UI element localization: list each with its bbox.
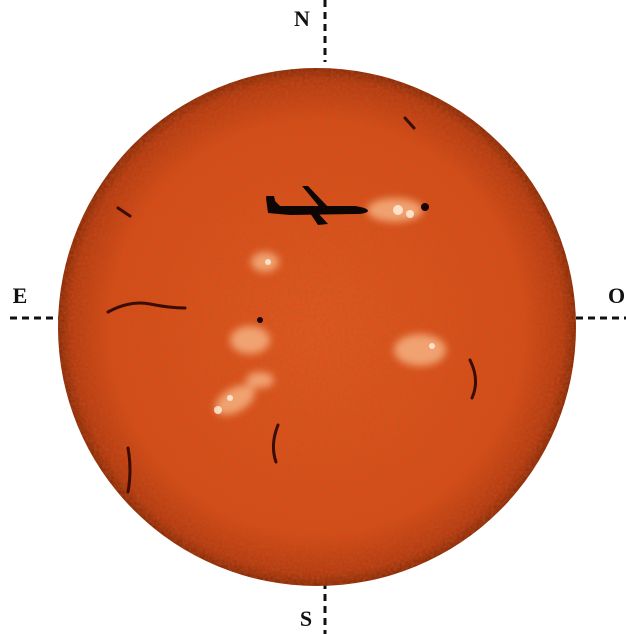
sunspot <box>421 203 429 211</box>
sunspot <box>257 317 263 323</box>
solar-image: N E O S <box>0 0 626 634</box>
west-label: O <box>608 283 625 308</box>
page: N E O S (() => { const data = JSON.parse… <box>0 0 626 634</box>
north-label: N <box>294 6 310 31</box>
south-label: S <box>300 606 312 631</box>
east-label: E <box>13 283 28 308</box>
sun-texture <box>58 68 576 586</box>
